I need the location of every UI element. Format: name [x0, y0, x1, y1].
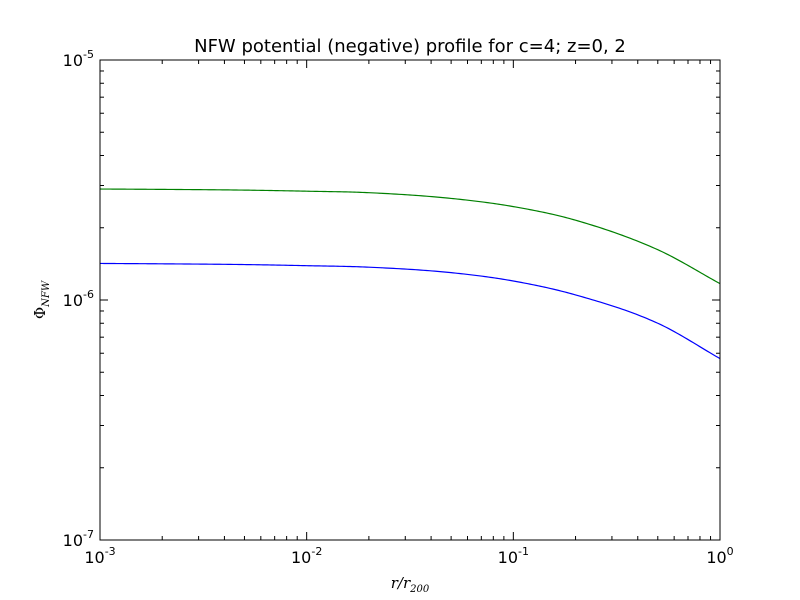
- x-tick-label: 10-2: [291, 545, 322, 567]
- chart-title: NFW potential (negative) profile for c=4…: [194, 36, 626, 57]
- y-tick-label: 10-7: [63, 528, 94, 550]
- y-tick-label: 10-5: [63, 48, 94, 70]
- series-line-2: [99, 188, 721, 285]
- x-tick-label: 100: [706, 545, 733, 567]
- y-axis-label-main: Φ: [31, 307, 49, 319]
- ticks-layer: [99, 59, 721, 541]
- ticklabels-layer: 10-3 10-2 10-1 100 10-7 10-6 10-5: [63, 48, 734, 567]
- x-axis-label: r/r200: [391, 574, 430, 595]
- y-axis-label-sub: NFW: [41, 280, 52, 308]
- x-tick-label: 10-3: [84, 545, 115, 567]
- x-axis-label-sub: 200: [409, 584, 430, 595]
- x-tick-label: 10-1: [498, 545, 529, 567]
- x-axis-label-main: r/r: [391, 574, 411, 592]
- y-tick-label: 10-6: [63, 288, 94, 310]
- series-layer: [99, 188, 721, 360]
- plot-frame: [99, 59, 721, 541]
- series-line-1: [99, 262, 721, 360]
- y-axis-label: ΦNFW: [31, 280, 52, 319]
